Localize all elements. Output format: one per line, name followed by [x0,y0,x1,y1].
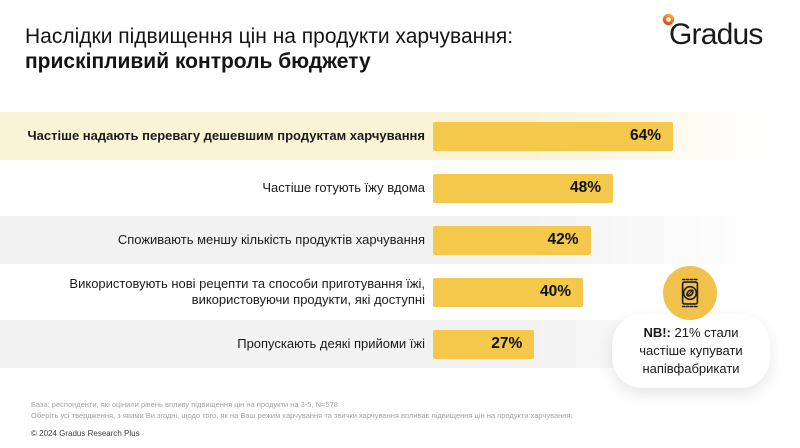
gradus-logo: Gradus [656,10,786,58]
footer-copyright: © 2024 Gradus Research Plus [31,429,140,438]
bar-label: Частіше готують їжу вдома [262,180,425,195]
bar-40: 40% [433,277,583,307]
bar-value-label: 64% [629,127,661,144]
footer-base-note: База: респонденти, які оцінили рівень вп… [31,400,338,409]
bar-value-label: 42% [547,231,579,248]
bar-label: Пропускають деякі прийоми їжі [237,336,425,351]
bar-row: Частіше надають перевагу дешевшим продук… [0,110,800,162]
page-title: Наслідки підвищення цін на продукти харч… [25,24,513,74]
bar-label: Споживають меншу кількість продуктів хар… [117,232,425,247]
footer: База: респонденти, які оцінили рівень вп… [31,399,573,438]
title-line-1: Наслідки підвищення цін на продукти харч… [25,25,514,48]
bar-64: 64% [433,121,673,151]
bar-27: 27% [433,329,535,359]
food-package-icon [681,278,699,308]
callout-body: 21% стали частіше купувати напівфабрикат… [639,325,743,376]
bar-label: Частіше надають перевагу дешевшим продук… [27,128,425,143]
callout-prefix: NB!: [643,325,671,340]
bar-value-label: 40% [539,283,571,300]
bar-value-label: 27% [491,335,523,352]
bar-value-label: 48% [569,179,601,196]
bar-42: 42% [433,225,591,255]
callout-text: NB!: 21% стали частіше купувати напівфаб… [626,324,756,378]
bar-row: Частіше готують їжу вдома 48% [0,162,800,214]
logo-wordmark: Gradus [669,18,763,51]
bar-row: Споживають меншу кількість продуктів хар… [0,214,800,266]
callout-bubble: NB!: 21% стали частіше купувати напівфаб… [612,314,770,388]
logo-ring-icon [662,13,675,26]
bar-48: 48% [433,173,613,203]
footer-question-note: Оберіть усі твердження, з якими Ви згодн… [31,411,573,420]
bar-row: Використовують нові рецепти та способи п… [0,266,800,318]
title-line-2: прискіпливий контроль бюджету [25,50,371,73]
bar-label: Використовують нові рецепти та способи п… [69,276,425,307]
callout-circle [663,266,717,320]
